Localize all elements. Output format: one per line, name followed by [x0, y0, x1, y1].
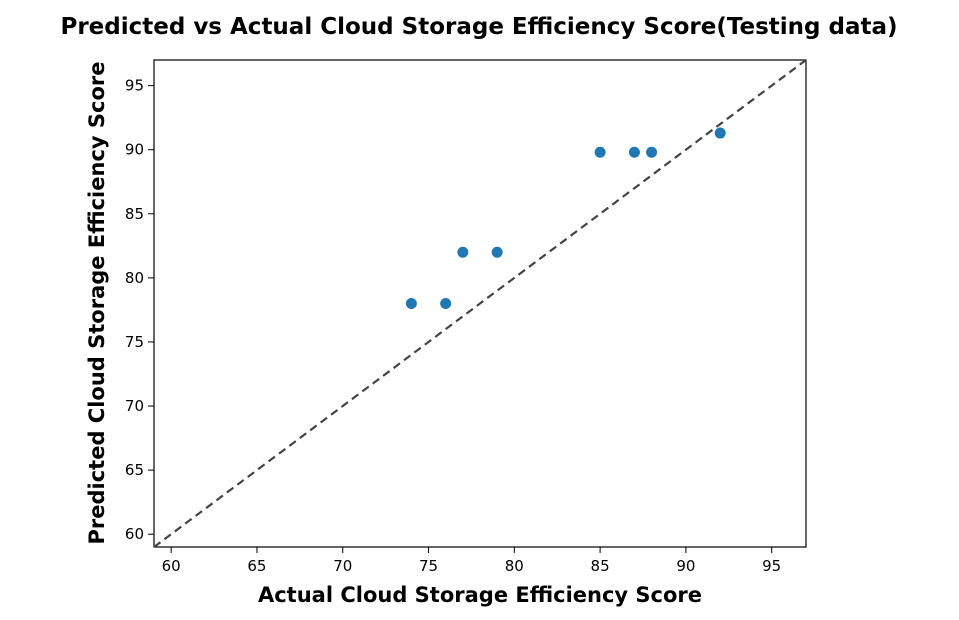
x-tick-label: 80: [505, 557, 524, 575]
x-axis-ticks: 60 65 70 75 80 85 90 95: [162, 547, 781, 575]
data-point: [594, 146, 606, 158]
data-point: [440, 298, 452, 309]
x-tick-label: 95: [762, 557, 781, 575]
reference-line-group: [153, 59, 807, 548]
plot-frame: [153, 59, 807, 548]
data-point: [491, 246, 503, 258]
y-tick-label: 75: [125, 333, 144, 351]
y-tick-label: 95: [125, 77, 144, 95]
data-point: [405, 298, 417, 309]
x-tick-label: 75: [419, 557, 438, 575]
plot-area: [153, 59, 807, 548]
y-axis-ticks: 60 65 70 75 80 85 90 95: [125, 77, 154, 543]
reference-line: [153, 59, 807, 548]
data-points: [405, 127, 726, 309]
x-tick-label: 60: [162, 557, 181, 575]
y-tick-label: 80: [125, 269, 144, 287]
y-tick-label: 70: [125, 397, 144, 415]
y-axis-label: Predicted Cloud Storage Efficiency Score: [85, 62, 109, 545]
x-axis-label: Actual Cloud Storage Efficiency Score: [258, 583, 702, 607]
x-tick-label: 90: [676, 557, 695, 575]
y-tick-label: 90: [125, 141, 144, 159]
y-tick-label: 65: [125, 461, 144, 479]
data-point: [714, 127, 726, 139]
data-point: [457, 246, 469, 258]
chart-title: Predicted vs Actual Cloud Storage Effici…: [60, 14, 897, 40]
y-tick-label: 60: [125, 525, 144, 543]
x-tick-label: 65: [247, 557, 266, 575]
x-tick-label: 70: [333, 557, 352, 575]
x-tick-label: 85: [591, 557, 610, 575]
y-tick-label: 85: [125, 205, 144, 223]
data-point: [628, 146, 640, 158]
data-point: [646, 146, 658, 158]
